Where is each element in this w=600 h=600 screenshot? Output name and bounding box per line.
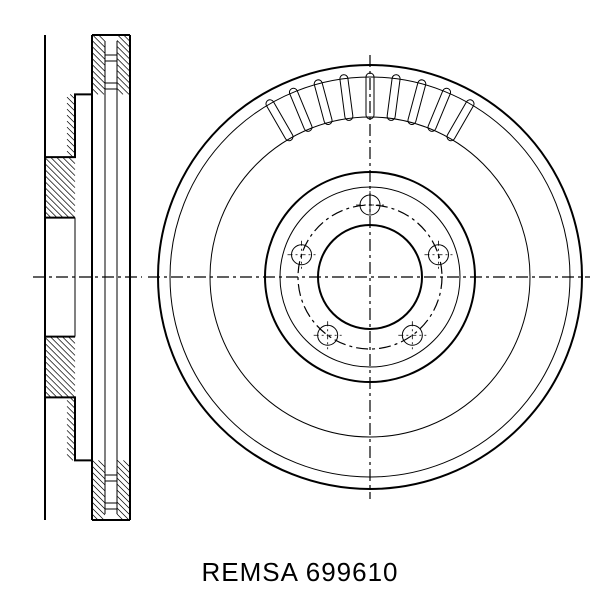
- drawing-svg: [10, 10, 590, 545]
- caption: REMSA 699610: [0, 557, 600, 588]
- part-number: 699610: [306, 557, 399, 587]
- technical-drawing: [10, 10, 590, 545]
- brand-label: REMSA: [201, 557, 297, 587]
